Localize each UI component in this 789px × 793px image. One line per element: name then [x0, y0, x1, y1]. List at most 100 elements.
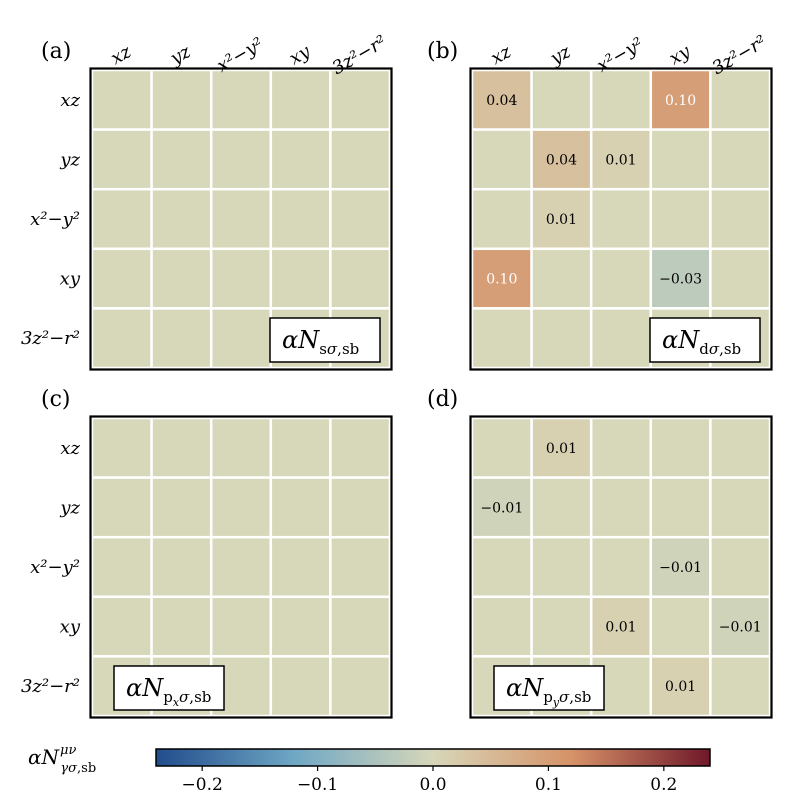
heatmap-cell [150, 535, 213, 599]
heatmap-cell [530, 247, 593, 310]
panel-letter: (a) [41, 39, 71, 64]
heatmap-cell [530, 476, 593, 539]
heatmap-cell [649, 128, 712, 191]
row-label: 3z²−r² [21, 676, 80, 697]
heatmap-cell [90, 68, 153, 131]
heatmap-cell [470, 128, 533, 191]
cell-value-label: −0.01 [719, 620, 762, 636]
colorbar-tick-label: 0.1 [535, 775, 562, 793]
heatmap-cell [269, 247, 332, 310]
heatmap-cell [209, 187, 273, 251]
matrix-label-box [493, 665, 605, 711]
colorbar-tick-label: −0.1 [297, 775, 338, 793]
heatmap-cell [649, 655, 712, 718]
heatmap-cell [649, 416, 712, 479]
heatmap-cell [329, 128, 392, 191]
column-label: xy [286, 41, 315, 70]
heatmap-cell [209, 68, 273, 131]
heatmap-cell [269, 535, 332, 599]
heatmap-cell [709, 476, 772, 539]
heatmap-cell [530, 595, 593, 658]
matrix-label-box [113, 665, 225, 711]
heatmap-cell [329, 416, 392, 479]
heatmap-cell [269, 416, 332, 479]
heatmap-cell [90, 416, 153, 479]
cell-value-label: 0.01 [605, 152, 636, 168]
heatmap-cell [470, 307, 533, 370]
heatmap-cell [530, 128, 593, 191]
heatmap-cell [530, 535, 593, 599]
heatmap-cell [269, 187, 332, 251]
heatmap-cell [649, 187, 712, 251]
matrix-label-box [649, 317, 761, 363]
heatmap-cell [90, 595, 153, 658]
panel-d: 0.01 −0.01 −0.01 0.01 −0.01 0.01 (d) αNpyσ,sb [427, 387, 773, 719]
panel-letter: (b) [427, 39, 458, 64]
heatmap-cell [530, 416, 593, 479]
heatmap-cell [530, 187, 593, 251]
row-label: yz [59, 149, 80, 170]
cell-value-label: 0.01 [546, 441, 577, 457]
heatmap-cell [589, 187, 653, 251]
panel-b: 0.04 0.100.04 0.010.010.10 −0.03(b) xz yz x²−y… [427, 31, 773, 371]
heatmap-cell [269, 476, 332, 539]
column-label: xy [666, 41, 695, 70]
heatmap-cell [709, 535, 772, 599]
cell-value-label: −0.01 [480, 500, 523, 516]
cell-value-label: 0.01 [605, 620, 636, 636]
heatmap-cell [589, 595, 653, 658]
row-label: xz [60, 438, 80, 459]
row-label: xz [60, 90, 80, 111]
heatmap-cell [90, 535, 153, 599]
heatmap-cell [90, 128, 153, 191]
cell-value-label: 0.01 [546, 212, 577, 228]
heatmap-cell [649, 595, 712, 658]
heatmap-cell [589, 416, 653, 479]
heatmap-cell [209, 416, 273, 479]
cell-value-label: −0.03 [659, 272, 702, 288]
heatmap-cell [150, 128, 213, 191]
panel-c: (c) xz yz x²−y² xy 3z²−r² αNpxσ,sb [21, 387, 393, 719]
colorbar-gradient [155, 748, 711, 767]
heatmap-cell [470, 187, 533, 251]
heatmap-cell [470, 535, 533, 599]
matrix-label: αNpxσ,sb [126, 674, 211, 709]
heatmap-cell [649, 476, 712, 539]
heatmap-cell [150, 476, 213, 539]
row-label: 3z²−r² [21, 328, 80, 349]
heatmap-cell [709, 655, 772, 718]
row-label: yz [59, 497, 80, 518]
heatmap-cell [530, 307, 593, 370]
heatmap-cell [150, 247, 213, 310]
heatmap-cell [150, 307, 213, 370]
heatmap-cell [530, 68, 593, 131]
heatmap-cell [709, 128, 772, 191]
row-label: x²−y² [30, 209, 80, 230]
heatmap-cell [150, 416, 213, 479]
matrix-label: αNsσ,sb [282, 326, 359, 358]
row-label: xy [60, 269, 81, 290]
heatmap-cell [709, 187, 772, 251]
colorbar: −0.2 −0.1 0.0 0.1 0.2 αNμν γσ,sb [28, 743, 711, 793]
heatmap-cell [709, 595, 772, 658]
heatmap-cell [589, 68, 653, 131]
column-label: xz [107, 41, 135, 69]
column-label: xz [487, 41, 515, 69]
panel-letter: (d) [427, 387, 458, 412]
panel-frame [89, 415, 393, 719]
heatmap-cell [90, 307, 153, 370]
heatmap-cell [209, 535, 273, 599]
row-label: xy [60, 617, 81, 638]
heatmap-cell [329, 187, 392, 251]
panel-frame [469, 415, 773, 719]
heatmap-cell [470, 595, 533, 658]
heatmap-cell [209, 595, 273, 658]
column-label: yz [546, 41, 575, 70]
heatmap-cell [209, 476, 273, 539]
heatmap-cell [90, 476, 153, 539]
heatmap-cell [150, 595, 213, 658]
heatmap-cell [329, 476, 392, 539]
heatmap-cell [90, 247, 153, 310]
heatmap-cell [150, 187, 213, 251]
heatmap-cell [709, 68, 772, 131]
